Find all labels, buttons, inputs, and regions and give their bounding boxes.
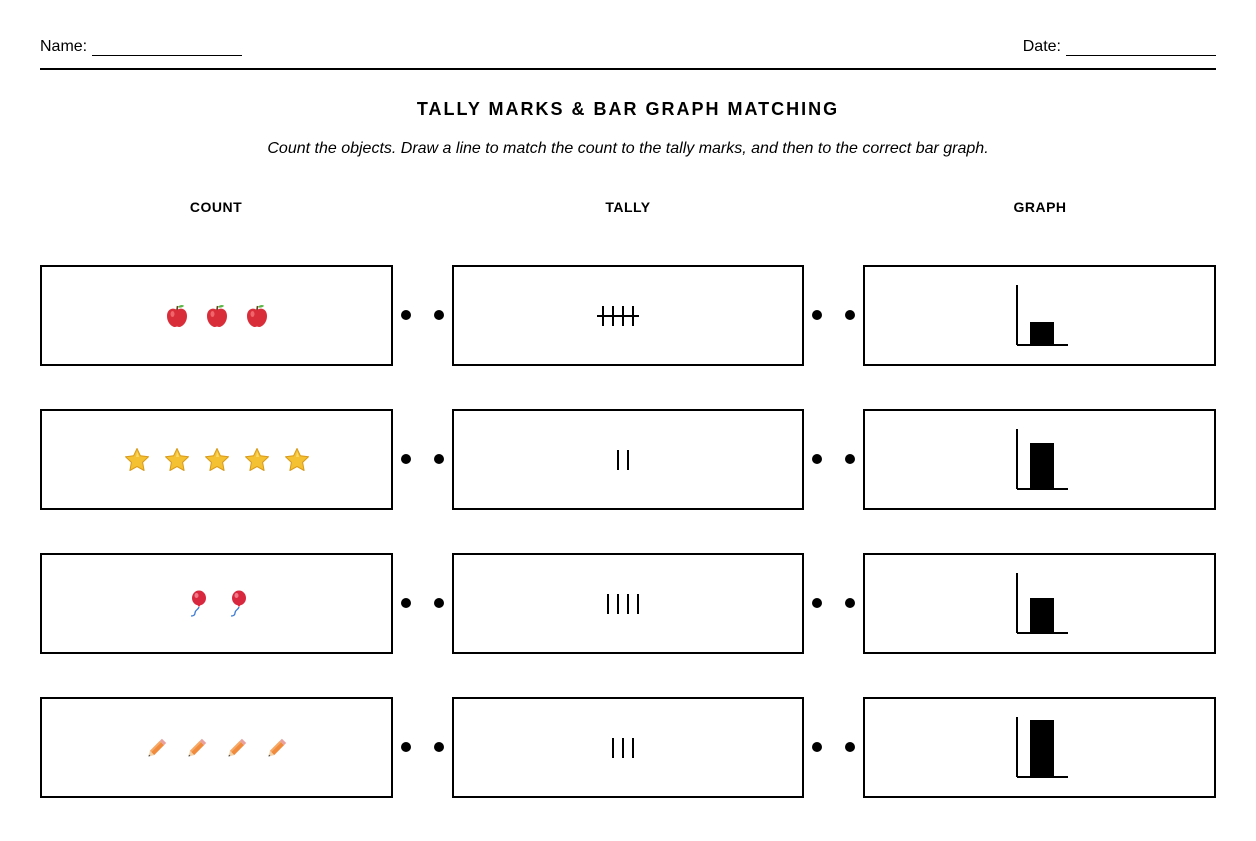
name-field[interactable]: Name: [40, 38, 243, 56]
star-icon [284, 447, 310, 473]
tally-left-dot[interactable] [434, 598, 444, 608]
tally-box [452, 697, 804, 798]
graph-left-dot[interactable] [845, 310, 855, 320]
graph-box [863, 265, 1216, 366]
graph-box [863, 697, 1216, 798]
column-header-count: COUNT [189, 199, 243, 215]
graph-bar [1029, 321, 1054, 344]
tally-marks [596, 304, 660, 328]
object-group [124, 447, 310, 473]
pencil-icon [264, 735, 290, 761]
count-right-dot[interactable] [401, 742, 411, 752]
tally-box [452, 553, 804, 654]
balloon-icon [184, 589, 210, 619]
count-box [40, 553, 393, 654]
pencil-icon [184, 735, 210, 761]
count-box [40, 409, 393, 510]
tally-left-dot[interactable] [434, 454, 444, 464]
bar-graph [1012, 283, 1068, 349]
bar-graph [1012, 427, 1068, 493]
object-group [164, 303, 270, 329]
worksheet-header: Name: Date: [40, 38, 1216, 70]
tally-marks [611, 448, 645, 472]
worksheet-title: TALLY MARKS & BAR GRAPH MATCHING [416, 99, 840, 119]
graph-bar [1029, 597, 1054, 632]
graph-left-dot[interactable] [845, 454, 855, 464]
date-blank-line[interactable] [1066, 40, 1216, 56]
count-right-dot[interactable] [401, 310, 411, 320]
date-label: Date: [1022, 38, 1061, 55]
tally-right-dot[interactable] [812, 742, 822, 752]
apple-icon [164, 303, 190, 329]
count-right-dot[interactable] [401, 454, 411, 464]
tally-marks [606, 736, 650, 760]
graph-box [863, 409, 1216, 510]
tally-right-dot[interactable] [812, 310, 822, 320]
star-icon [164, 447, 190, 473]
bar-graph [1012, 715, 1068, 781]
name-blank-line[interactable] [92, 40, 243, 56]
balloon-icon [224, 589, 250, 619]
pencil-icon [144, 735, 170, 761]
bar-graph [1012, 571, 1068, 637]
count-box [40, 697, 393, 798]
tally-marks [601, 592, 655, 616]
column-header-graph: GRAPH [1013, 199, 1067, 215]
graph-left-dot[interactable] [845, 598, 855, 608]
date-field[interactable]: Date: [1023, 38, 1216, 56]
pencil-icon [224, 735, 250, 761]
star-icon [204, 447, 230, 473]
object-group [144, 735, 290, 761]
graph-bar [1029, 719, 1054, 776]
name-label: Name: [40, 38, 88, 55]
graph-bar [1029, 442, 1054, 488]
tally-left-dot[interactable] [434, 310, 444, 320]
tally-right-dot[interactable] [812, 454, 822, 464]
worksheet-instructions: Count the objects. Draw a line to match … [267, 140, 989, 157]
apple-icon [244, 303, 270, 329]
count-box [40, 265, 393, 366]
tally-box [452, 409, 804, 510]
star-icon [244, 447, 270, 473]
count-right-dot[interactable] [401, 598, 411, 608]
graph-box [863, 553, 1216, 654]
graph-left-dot[interactable] [845, 742, 855, 752]
star-icon [124, 447, 150, 473]
tally-right-dot[interactable] [812, 598, 822, 608]
tally-box [452, 265, 804, 366]
apple-icon [204, 303, 230, 329]
object-group [184, 589, 250, 619]
tally-left-dot[interactable] [434, 742, 444, 752]
column-header-tally: TALLY [605, 199, 651, 215]
